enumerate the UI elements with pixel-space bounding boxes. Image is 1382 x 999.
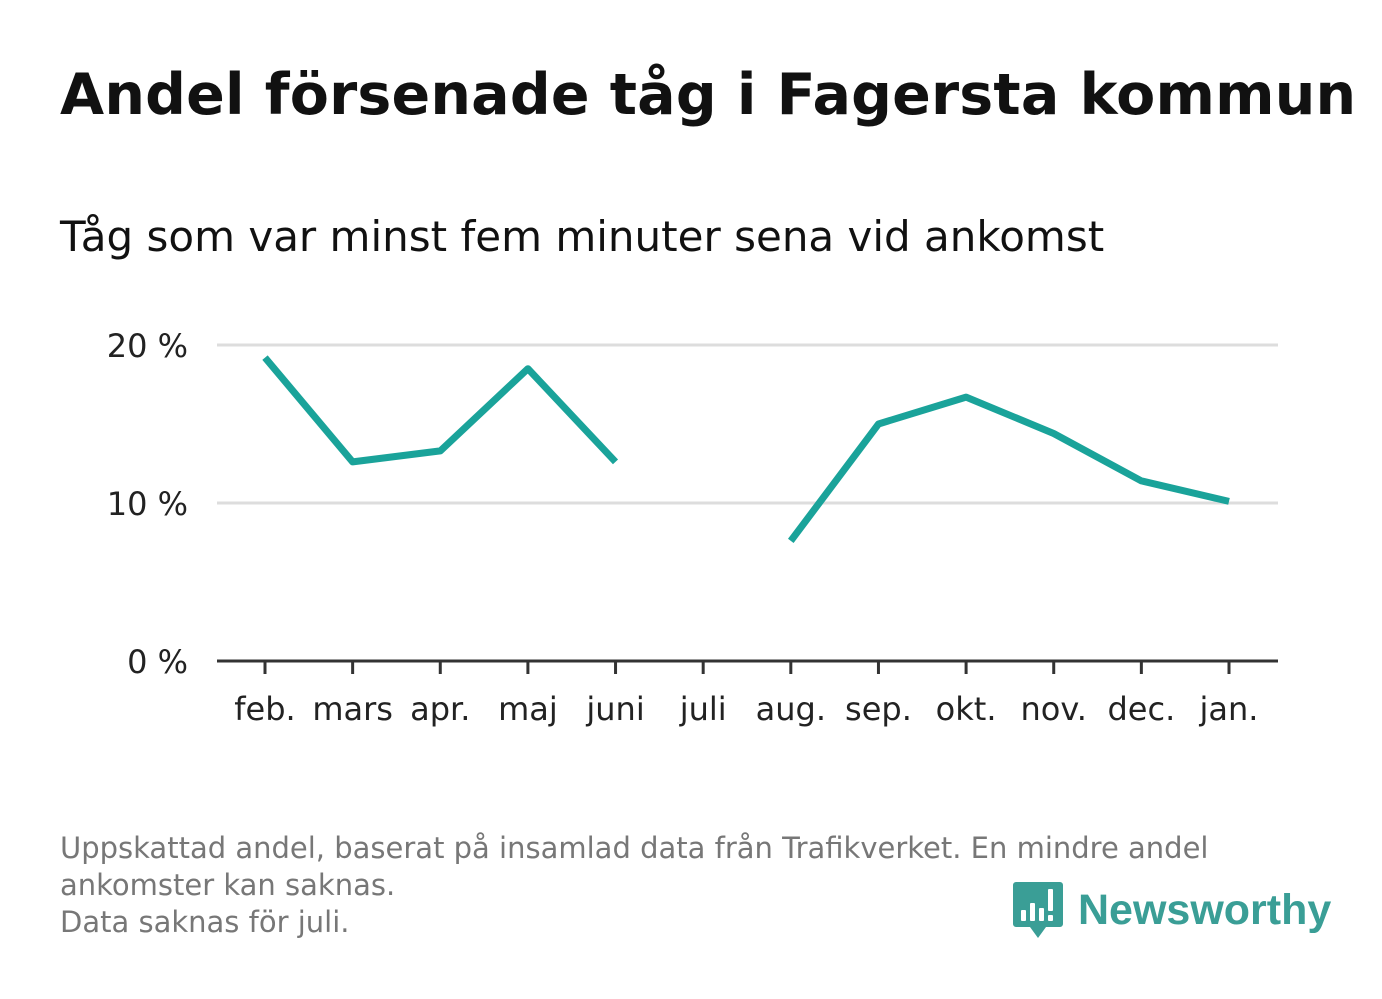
y-tick-labels: 0 % 10 % 20 % (107, 327, 188, 681)
x-tick-label: juni (585, 690, 644, 728)
x-tick-label: mars (312, 690, 393, 728)
chart-subtitle: Tåg som var minst fem minuter sena vid a… (60, 212, 1105, 261)
chart-title: Andel försenade tåg i Fagersta kommun (60, 62, 1357, 128)
footnote-line: Uppskattad andel, baserat på insamlad da… (60, 831, 1209, 865)
x-tick-label: feb. (234, 690, 295, 728)
newsworthy-logo[interactable]: Newsworthy (1012, 880, 1331, 940)
footnote-line: ankomster kan saknas. (60, 868, 396, 902)
footnote: Uppskattad andel, baserat på insamlad da… (60, 830, 1208, 941)
series-line (262, 355, 619, 466)
x-tick-label: juli (679, 690, 727, 728)
x-tick-label: aug. (756, 690, 826, 728)
y-tick-label: 20 % (107, 327, 188, 365)
x-axis (217, 659, 1278, 674)
y-tick-label: 10 % (107, 485, 188, 523)
series-line (788, 393, 1230, 544)
x-tick-labels: feb. mars apr. maj juni juli aug. sep. okt. nov. d… (234, 690, 1258, 728)
x-tick-label: maj (498, 690, 558, 728)
brand-name: Newsworthy (1078, 885, 1332, 934)
footnote-line: Data saknas för juli. (60, 905, 350, 939)
bar-chart-bubble-icon (1013, 882, 1063, 938)
x-tick-label: apr. (410, 690, 470, 728)
x-tick-label: sep. (845, 690, 912, 728)
x-tick-label: nov. (1020, 690, 1086, 728)
y-tick-label: 0 % (127, 643, 188, 681)
x-tick-label: jan. (1199, 690, 1259, 728)
grid-lines (217, 343, 1278, 505)
x-tick-label: dec. (1107, 690, 1175, 728)
x-tick-label: okt. (936, 690, 997, 728)
data-series (262, 355, 1230, 544)
